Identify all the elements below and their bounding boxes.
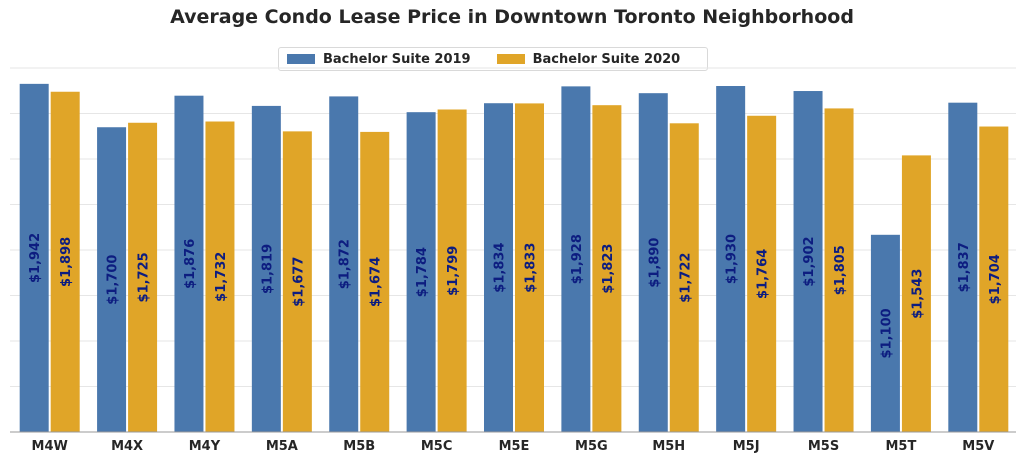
legend-swatch-2019 [287,54,315,64]
data-label-M5J-0: $1,930 [725,234,740,284]
bar-M4X-1 [128,122,158,432]
bar-M4X-0 [97,127,127,432]
data-label-M5A-0: $1,819 [260,244,275,294]
x-tick-label: M5E [499,439,530,454]
data-label-M4W-1: $1,898 [59,237,74,287]
data-label-M5G-0: $1,928 [570,234,585,284]
bar-M5S-0 [793,91,823,433]
data-label-M4W-0: $1,942 [28,233,43,283]
bar-M5V-1 [979,126,1009,432]
x-tick-label: M5H [652,439,685,454]
x-tick-label: M4X [111,439,143,454]
data-label-M4X-1: $1,725 [137,252,152,302]
bar-M5T-0 [870,234,900,432]
bar-M5A-0 [251,105,281,432]
x-tick-label: M5S [808,439,839,454]
data-label-M5C-1: $1,799 [446,246,461,296]
data-label-M5V-0: $1,837 [957,242,972,292]
bar-M5G-1 [592,105,622,432]
bar-M5J-1 [747,115,777,432]
data-label-M4Y-1: $1,732 [214,252,229,302]
data-label-M5G-1: $1,823 [601,244,616,294]
x-tick-label: M4W [32,439,68,454]
bar-M5E-0 [484,103,513,433]
data-label-M5S-1: $1,805 [833,245,848,295]
data-label-M5T-0: $1,100 [879,308,894,358]
bar-M5E-1 [515,103,544,433]
data-label-M5B-1: $1,674 [369,257,384,307]
data-label-M5H-0: $1,890 [647,238,662,288]
bar-M4W-0 [19,83,49,432]
bar-M5H-0 [638,93,668,433]
data-label-M5A-1: $1,677 [291,257,306,307]
x-tick-label: M5G [575,439,608,454]
bar-M5B-1 [360,131,390,432]
chart-title: Average Condo Lease Price in Downtown To… [170,6,854,28]
bar-M5C-0 [406,112,436,433]
data-label-M5T-1: $1,543 [910,269,925,319]
x-tick-label: M5A [266,439,298,454]
legend: Bachelor Suite 2019 Bachelor Suite 2020 [278,47,708,71]
legend-item-2020: Bachelor Suite 2020 [496,51,681,67]
bar-M5V-0 [948,102,978,433]
data-label-M5E-0: $1,834 [493,243,508,293]
bar-M4Y-1 [205,121,235,432]
bar-M5H-1 [669,123,699,432]
legend-label-2019: Bachelor Suite 2019 [323,51,471,67]
data-label-M5H-1: $1,722 [678,253,693,303]
x-tick-label: M5B [343,439,375,454]
bar-M5A-1 [282,131,312,433]
x-tick-label: M5J [733,439,760,454]
bar-M5T-1 [901,155,931,432]
bar-M5G-0 [561,86,591,433]
bar-M5C-1 [437,109,467,432]
bar-M5J-0 [716,86,746,432]
data-label-M5B-0: $1,872 [338,239,353,289]
bar-M5B-0 [329,96,359,433]
bar-M4W-1 [50,91,80,432]
data-label-M5V-1: $1,704 [988,254,1003,304]
bar-M5S-1 [824,108,854,432]
x-tick-label: M4Y [189,439,221,454]
data-label-M5E-1: $1,833 [524,243,539,293]
legend-swatch-2020 [496,54,525,64]
data-label-M5S-0: $1,902 [802,236,817,286]
x-tick-label: M5T [885,439,916,454]
legend-item-2019: Bachelor Suite 2019 [287,52,471,67]
x-tick-label: M5V [962,439,994,454]
data-label-M5J-1: $1,764 [756,249,771,299]
data-label-M4Y-0: $1,876 [183,239,198,289]
legend-label-2020: Bachelor Suite 2020 [532,51,681,67]
data-label-M4X-0: $1,700 [106,255,121,305]
x-tick-label: M5C [421,439,453,454]
data-label-M5C-0: $1,784 [415,247,430,297]
bar-M4Y-0 [174,95,204,432]
